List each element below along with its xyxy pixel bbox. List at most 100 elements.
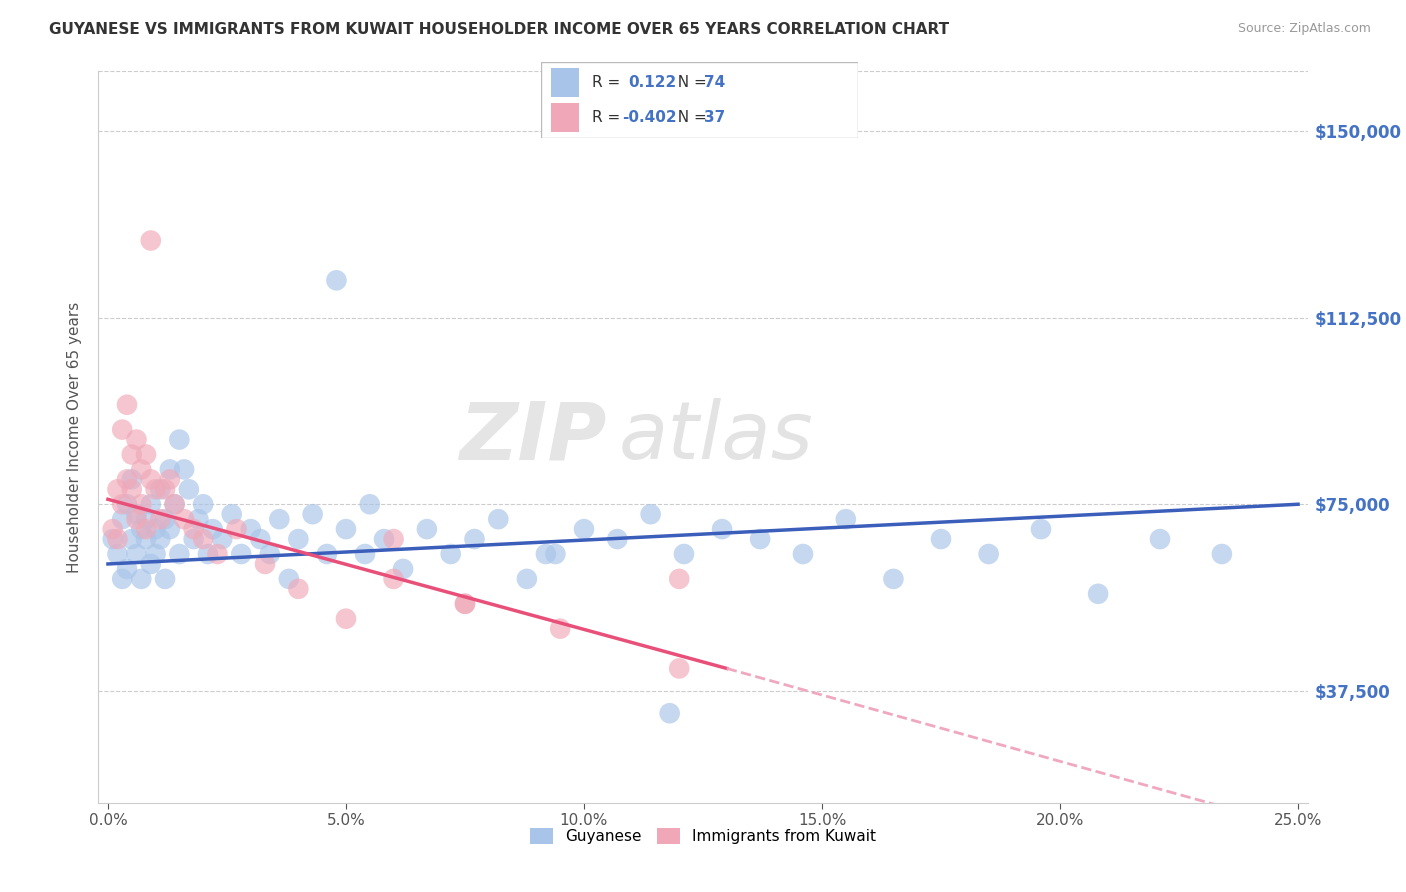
Point bbox=[454, 597, 477, 611]
Point bbox=[658, 706, 681, 721]
Point bbox=[191, 532, 214, 546]
Point bbox=[287, 582, 309, 596]
Point bbox=[145, 522, 167, 536]
Text: N =: N = bbox=[668, 111, 711, 125]
Point bbox=[139, 234, 162, 248]
Point bbox=[354, 547, 377, 561]
Point bbox=[335, 612, 357, 626]
Point bbox=[301, 507, 323, 521]
Point bbox=[107, 483, 129, 497]
Point bbox=[129, 462, 152, 476]
Point bbox=[463, 532, 485, 546]
Point bbox=[139, 497, 162, 511]
Point bbox=[173, 462, 195, 476]
Point bbox=[392, 562, 415, 576]
Text: -0.402: -0.402 bbox=[621, 111, 676, 125]
Point bbox=[544, 547, 567, 561]
Point bbox=[183, 522, 205, 536]
Point bbox=[115, 562, 138, 576]
Point bbox=[672, 547, 695, 561]
Point bbox=[115, 472, 138, 486]
Point bbox=[135, 532, 157, 546]
Point bbox=[135, 512, 157, 526]
Point bbox=[111, 512, 134, 526]
Point bbox=[335, 522, 357, 536]
Point bbox=[101, 532, 124, 546]
Point bbox=[173, 512, 195, 526]
Text: Source: ZipAtlas.com: Source: ZipAtlas.com bbox=[1237, 22, 1371, 36]
Point bbox=[606, 532, 628, 546]
Point bbox=[101, 522, 124, 536]
Y-axis label: Householder Income Over 65 years: Householder Income Over 65 years bbox=[67, 301, 83, 573]
Point bbox=[145, 483, 167, 497]
Point bbox=[640, 507, 662, 521]
Point bbox=[159, 522, 181, 536]
Point bbox=[359, 497, 381, 511]
Point bbox=[153, 572, 176, 586]
Point bbox=[107, 547, 129, 561]
Point bbox=[129, 572, 152, 586]
Text: R =: R = bbox=[592, 111, 626, 125]
Point bbox=[225, 522, 247, 536]
Point bbox=[454, 597, 477, 611]
Point bbox=[668, 572, 690, 586]
Point bbox=[125, 547, 148, 561]
Point bbox=[145, 547, 167, 561]
Point bbox=[111, 572, 134, 586]
Point bbox=[792, 547, 814, 561]
Point bbox=[382, 532, 405, 546]
Point bbox=[149, 532, 172, 546]
Point bbox=[277, 572, 299, 586]
Point bbox=[153, 512, 176, 526]
Point bbox=[187, 512, 209, 526]
Point bbox=[129, 497, 152, 511]
Point bbox=[929, 532, 952, 546]
Point bbox=[534, 547, 557, 561]
FancyBboxPatch shape bbox=[551, 68, 579, 96]
Point bbox=[516, 572, 538, 586]
Point bbox=[548, 622, 571, 636]
Point bbox=[259, 547, 281, 561]
Point bbox=[316, 547, 339, 561]
Point bbox=[1149, 532, 1171, 546]
Point bbox=[977, 547, 1000, 561]
Point bbox=[125, 433, 148, 447]
Point bbox=[197, 547, 219, 561]
Point bbox=[125, 512, 148, 526]
Point bbox=[882, 572, 904, 586]
Point bbox=[121, 448, 143, 462]
Point bbox=[254, 557, 277, 571]
Point bbox=[125, 507, 148, 521]
Point bbox=[382, 572, 405, 586]
Point bbox=[159, 472, 181, 486]
Point bbox=[1087, 587, 1109, 601]
Point bbox=[153, 483, 176, 497]
Point bbox=[107, 532, 129, 546]
Point bbox=[169, 547, 191, 561]
Point bbox=[135, 522, 157, 536]
Point bbox=[121, 472, 143, 486]
Point bbox=[486, 512, 509, 526]
Point bbox=[159, 462, 181, 476]
Text: atlas: atlas bbox=[619, 398, 813, 476]
Point bbox=[129, 522, 152, 536]
Point bbox=[207, 547, 229, 561]
Text: 74: 74 bbox=[704, 75, 725, 90]
Point bbox=[1211, 547, 1233, 561]
Text: GUYANESE VS IMMIGRANTS FROM KUWAIT HOUSEHOLDER INCOME OVER 65 YEARS CORRELATION : GUYANESE VS IMMIGRANTS FROM KUWAIT HOUSE… bbox=[49, 22, 949, 37]
Point bbox=[135, 448, 157, 462]
Point bbox=[711, 522, 734, 536]
Point bbox=[325, 273, 347, 287]
Point bbox=[139, 472, 162, 486]
Point bbox=[749, 532, 772, 546]
Point bbox=[201, 522, 224, 536]
Point bbox=[668, 661, 690, 675]
Point bbox=[111, 423, 134, 437]
Point bbox=[239, 522, 262, 536]
Point bbox=[221, 507, 243, 521]
Point bbox=[231, 547, 253, 561]
Text: 0.122: 0.122 bbox=[628, 75, 676, 90]
Point bbox=[149, 512, 172, 526]
Point bbox=[1029, 522, 1052, 536]
Point bbox=[416, 522, 439, 536]
